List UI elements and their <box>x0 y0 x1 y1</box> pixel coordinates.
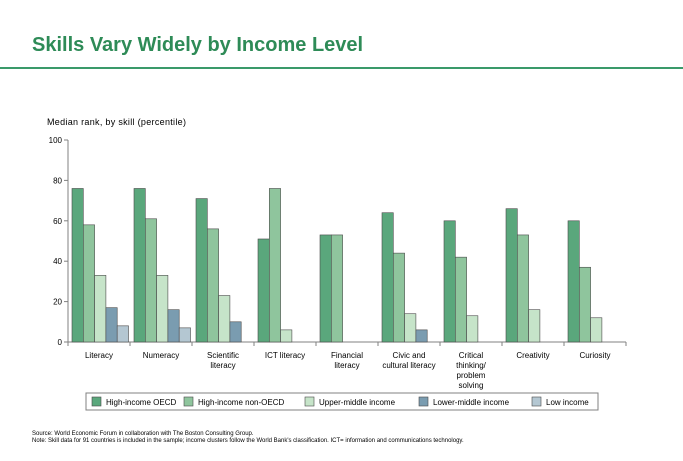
y-tick-label: 60 <box>53 217 62 226</box>
y-tick-label: 0 <box>58 338 63 347</box>
bar <box>443 220 456 343</box>
bar-chart: 0 20 40 60 80 100 Literacy Numeracy Scientific li… <box>49 136 627 411</box>
y-tick-label: 40 <box>53 257 62 266</box>
x-tick-label: Literacy <box>85 351 113 360</box>
bar <box>404 313 417 343</box>
legend-label: High-income OECD <box>106 398 176 407</box>
legend-label: Upper-middle income <box>319 398 396 407</box>
x-tick-label: Curiosity <box>579 351 610 360</box>
bar <box>590 317 603 343</box>
bar <box>94 275 107 343</box>
bar <box>257 238 270 343</box>
legend-swatch <box>91 396 102 407</box>
y-tick-label: 20 <box>53 298 62 307</box>
source-note: Source: World Economic Forum in collabor… <box>32 431 254 437</box>
legend-swatch <box>304 396 315 407</box>
bar <box>195 198 208 343</box>
y-axis-label: Median rank, by skill (percentile) <box>47 117 187 127</box>
bar <box>83 224 95 343</box>
y-tick-label: 80 <box>53 176 62 185</box>
bar <box>229 321 242 343</box>
legend-swatch <box>418 396 429 407</box>
page-title: Skills Vary Widely by Income Level <box>32 34 364 56</box>
x-tick-label: Numeracy <box>143 351 179 360</box>
legend-label: Lower-middle income <box>433 398 510 407</box>
bar <box>466 315 479 343</box>
bar <box>392 252 405 343</box>
footnote: Note: Skill data for 91 countries is inc… <box>32 438 464 444</box>
title-divider <box>0 67 683 69</box>
bar <box>145 218 157 343</box>
bar <box>178 327 191 343</box>
bar <box>167 309 180 343</box>
bar <box>71 188 84 343</box>
x-tick-label: Scientific literacy <box>207 351 239 370</box>
legend-swatch <box>183 396 194 407</box>
bar <box>280 329 293 343</box>
bar <box>454 256 467 343</box>
x-tick-label: ICT literacy <box>265 351 305 360</box>
legend-swatch <box>531 396 542 407</box>
legend-box <box>85 392 599 411</box>
bar <box>528 309 541 343</box>
bar <box>133 188 146 343</box>
x-tick-label: Creativity <box>516 351 549 360</box>
x-tick-label: Civic and cultural literacy <box>382 351 435 370</box>
bar <box>105 307 118 343</box>
bar <box>505 208 518 343</box>
x-tick-label: Financial literacy <box>331 351 363 370</box>
bar <box>156 275 169 343</box>
x-tick-label: Critical thinking/problem solving <box>456 351 487 390</box>
legend-label: High-income non-OECD <box>198 398 284 407</box>
y-tick-label: 100 <box>49 136 63 145</box>
bar <box>218 295 231 343</box>
bar <box>516 234 529 343</box>
bar <box>330 234 343 343</box>
bar <box>207 228 219 343</box>
bar <box>415 329 428 343</box>
legend-label: Low income <box>546 398 589 407</box>
bar <box>319 234 332 343</box>
bar <box>578 266 591 343</box>
bar <box>268 188 281 343</box>
bar <box>116 325 129 343</box>
bar <box>567 220 580 343</box>
bar <box>381 212 394 343</box>
